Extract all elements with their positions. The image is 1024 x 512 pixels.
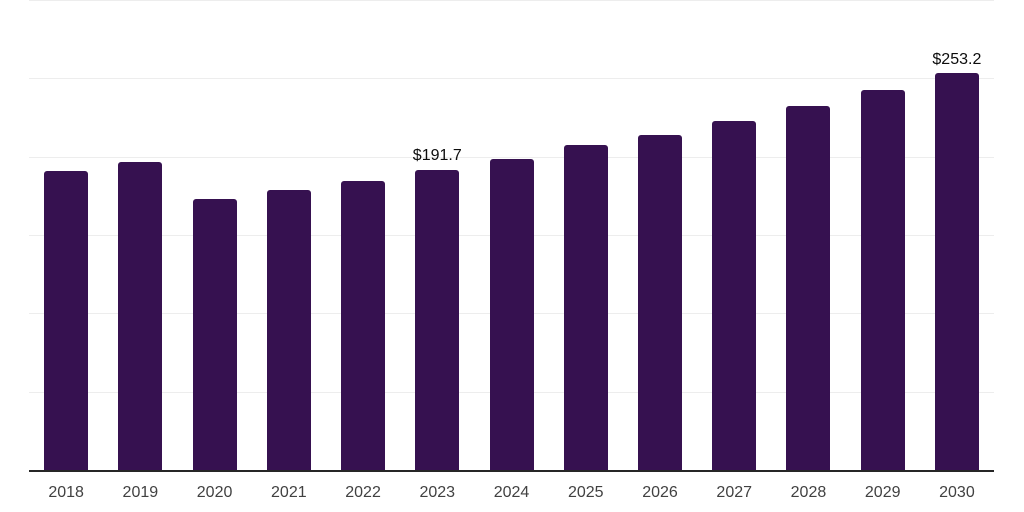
gridline-200	[29, 156, 994, 158]
x-tick-2022: 2022	[345, 484, 381, 501]
bar-value-label-2023: $191.7	[412, 147, 462, 165]
bar-2028	[786, 105, 831, 470]
bar-2019	[118, 161, 163, 470]
x-axis-labels: 2018 2019 2020 2021 2022 2023 2024 2025 2026 2027…	[29, 484, 994, 502]
gridline-300	[29, 0, 994, 1]
bar-2021	[266, 190, 311, 470]
bar-2026	[637, 135, 682, 470]
plot-area: $191.7 $253.2	[29, 0, 994, 472]
bar-2023	[415, 169, 460, 470]
bar-2024	[489, 159, 534, 470]
x-tick-2023: 2023	[419, 484, 456, 501]
bar-2029	[860, 89, 905, 470]
x-tick-2018: 2018	[48, 484, 84, 501]
x-tick-2028: 2028	[790, 484, 827, 501]
bar-2022	[341, 180, 386, 470]
bar-value-label-2030: $253.2	[932, 50, 982, 68]
x-tick-2030: 2030	[939, 484, 975, 501]
bar-2018	[44, 170, 89, 470]
bar-2030	[934, 73, 979, 470]
x-tick-2027: 2027	[716, 484, 753, 501]
bar-2020	[192, 199, 237, 470]
x-tick-2019: 2019	[122, 484, 159, 501]
x-tick-2029: 2029	[864, 484, 901, 501]
x-tick-2020: 2020	[196, 484, 233, 501]
x-tick-2026: 2026	[642, 484, 678, 501]
x-tick-2024: 2024	[493, 484, 530, 501]
bar-2027	[712, 120, 757, 470]
bar-2025	[563, 145, 608, 470]
gridline-250	[29, 78, 994, 80]
x-tick-2021: 2021	[271, 484, 307, 501]
x-tick-2025: 2025	[567, 484, 604, 501]
